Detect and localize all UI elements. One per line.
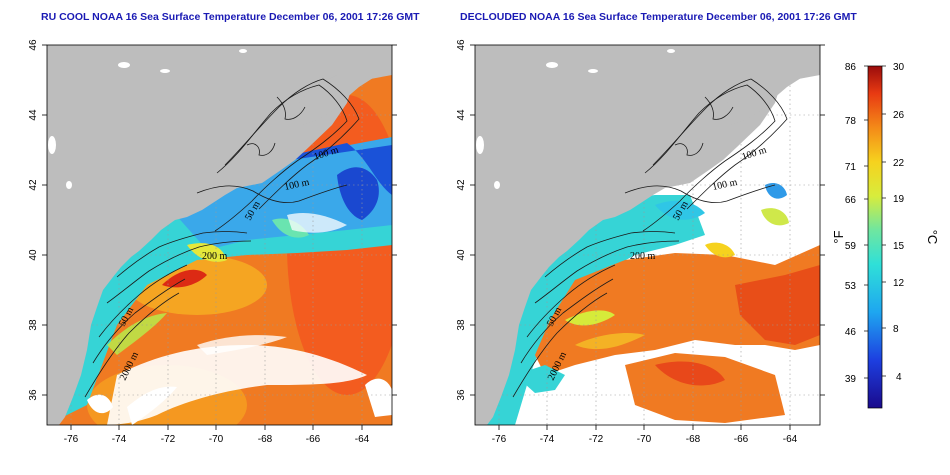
map-title-declouded: DECLOUDED NOAA 16 Sea Surface Temperatur… bbox=[460, 11, 857, 23]
lon-tick-left: -74 bbox=[112, 434, 127, 445]
map-frame-declouded bbox=[474, 44, 821, 426]
celsius-tick: 4 bbox=[896, 372, 902, 383]
lon-tick-left: -72 bbox=[161, 434, 176, 445]
celsius-tick: 22 bbox=[893, 158, 905, 169]
map-title-raw: RU COOL NOAA 16 Sea Surface Temperature … bbox=[41, 11, 420, 23]
lat-axis-right bbox=[470, 44, 825, 396]
lon-tick-left: -64 bbox=[355, 434, 370, 445]
celsius-tick: 26 bbox=[893, 110, 905, 121]
lon-axis-right bbox=[498, 425, 791, 430]
contour-label-200m: 200 m bbox=[630, 251, 656, 262]
contour-label-100m-b: 100 m bbox=[711, 177, 738, 193]
lat-tick-right: 44 bbox=[456, 109, 467, 121]
celsius-tick: 8 bbox=[893, 324, 899, 335]
contour-label-200m: 200 m bbox=[202, 251, 228, 262]
fahrenheit-tick: 53 bbox=[845, 281, 857, 292]
lon-tick-left: -76 bbox=[64, 434, 79, 445]
lon-tick-right: -70 bbox=[637, 434, 652, 445]
map-frame-raw bbox=[46, 44, 393, 426]
fahrenheit-unit-label: °F bbox=[831, 230, 846, 243]
fahrenheit-tick: 71 bbox=[845, 162, 857, 173]
lat-tick-left: 38 bbox=[28, 319, 39, 331]
lat-tick-left: 46 bbox=[28, 39, 39, 51]
celsius-tick: 30 bbox=[893, 62, 905, 73]
lon-tick-right: -68 bbox=[686, 434, 701, 445]
lat-tick-left: 44 bbox=[28, 109, 39, 121]
lon-tick-right: -72 bbox=[589, 434, 604, 445]
lat-tick-right: 42 bbox=[456, 179, 467, 191]
lon-tick-right: -66 bbox=[734, 434, 749, 445]
contour-label-100m-b: 100 m bbox=[283, 177, 310, 193]
lat-axis-left bbox=[42, 44, 397, 396]
celsius-tick: 12 bbox=[893, 278, 905, 289]
map-panel-declouded: 100 m 100 m 50 m 200 m 50 m 2000 m bbox=[475, 45, 820, 425]
colorbar: 86 78 71 66 59 53 46 39 30 26 22 19 15 1… bbox=[831, 62, 940, 409]
fahrenheit-tick: 46 bbox=[845, 327, 857, 338]
lat-tick-left: 40 bbox=[28, 249, 39, 261]
lat-tick-right: 40 bbox=[456, 249, 467, 261]
fahrenheit-tick: 59 bbox=[845, 241, 857, 252]
lat-tick-right: 46 bbox=[456, 39, 467, 51]
celsius-tick: 15 bbox=[893, 241, 905, 252]
lon-tick-left: -70 bbox=[209, 434, 224, 445]
lat-tick-right: 36 bbox=[456, 389, 467, 401]
lon-tick-left: -68 bbox=[258, 434, 273, 445]
lon-axis-left bbox=[70, 425, 363, 430]
colorbar-gradient bbox=[867, 65, 883, 409]
lat-tick-left: 42 bbox=[28, 179, 39, 191]
lon-tick-left: -66 bbox=[306, 434, 321, 445]
lon-tick-right: -64 bbox=[783, 434, 798, 445]
lat-tick-left: 36 bbox=[28, 389, 39, 401]
fahrenheit-tick: 86 bbox=[845, 62, 857, 73]
lat-tick-right: 38 bbox=[456, 319, 467, 331]
fahrenheit-tick: 66 bbox=[845, 195, 857, 206]
fahrenheit-tick: 39 bbox=[845, 374, 857, 385]
celsius-tick: 19 bbox=[893, 194, 905, 205]
lon-tick-right: -74 bbox=[540, 434, 555, 445]
fahrenheit-tick: 78 bbox=[845, 116, 857, 127]
map-panel-raw: 100 m 100 m 50 m 200 m 50 m 2000 m bbox=[47, 45, 392, 425]
celsius-unit-label: °C bbox=[925, 230, 940, 245]
lon-tick-right: -76 bbox=[492, 434, 507, 445]
